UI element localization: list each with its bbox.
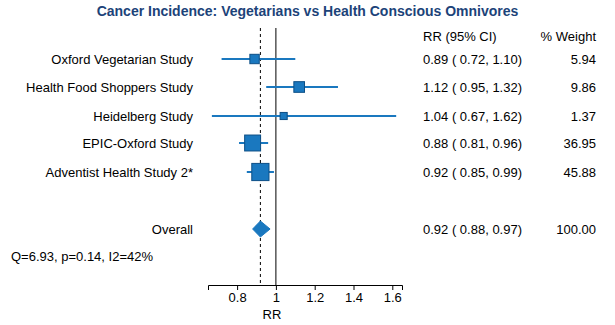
- annotation: Q=6.93, p=0.14, I2=42%: [11, 249, 153, 264]
- marks: [212, 28, 396, 285]
- x-axis: 0.8 1 1.2 1.4 1.6: [209, 285, 403, 305]
- weight-label: 5.94: [571, 52, 596, 67]
- weight-label: 9.86: [571, 80, 596, 95]
- study-label: Health Food Shoppers Study: [26, 80, 193, 95]
- tick-label: 1.4: [345, 290, 363, 305]
- estimate-square: [280, 112, 287, 119]
- weight-label: 36.95: [563, 136, 596, 151]
- ci-label: 1.12 ( 0.95, 1.32): [423, 80, 522, 95]
- ci-line: [212, 115, 396, 117]
- estimate-square: [294, 82, 305, 93]
- study-label: Heidelberg Study: [93, 109, 193, 124]
- study-label: EPIC-Oxford Study: [82, 136, 193, 151]
- ci-label: 0.88 ( 0.81, 0.96): [423, 136, 522, 151]
- tick: 1.6: [384, 285, 402, 305]
- overall-ci-label: 0.92 ( 0.88, 0.97): [423, 222, 522, 237]
- tick-label: 1.2: [306, 290, 324, 305]
- weight-label: 1.37: [571, 109, 596, 124]
- tick: 0.8: [229, 285, 247, 305]
- tick-label: 0.8: [229, 290, 247, 305]
- overall-label: Overall: [152, 222, 193, 237]
- column-header: RR (95% CI): [423, 29, 497, 44]
- overall-weight-label: 100.00: [556, 222, 596, 237]
- tick: 1.4: [345, 285, 363, 305]
- tick-label: 1: [273, 290, 280, 305]
- overall-diamond: [253, 221, 270, 237]
- ci-label: 0.92 ( 0.85, 0.99): [423, 165, 522, 180]
- column-header: % Weight: [541, 29, 597, 44]
- estimate-square: [245, 135, 261, 151]
- overall-line: [260, 28, 261, 285]
- reference-line: [275, 28, 276, 285]
- estimate-square: [250, 54, 259, 63]
- study-label: Adventist Health Study 2*: [46, 165, 193, 180]
- estimate-square: [252, 163, 269, 180]
- weight-label: 45.88: [563, 165, 596, 180]
- study-label: Oxford Vegetarian Study: [51, 52, 193, 67]
- tick: 1: [273, 285, 280, 305]
- chart: Cancer Incidence: Vegetarians vs Health …: [0, 0, 615, 325]
- tick: 1.2: [306, 285, 324, 305]
- tick-label: 1.6: [384, 290, 402, 305]
- title: Cancer Incidence: Vegetarians vs Health …: [97, 3, 519, 19]
- x-axis-title: RR: [263, 307, 282, 322]
- ci-label: 1.04 ( 0.67, 1.62): [423, 109, 522, 124]
- ci-label: 0.89 ( 0.72, 1.10): [423, 52, 522, 67]
